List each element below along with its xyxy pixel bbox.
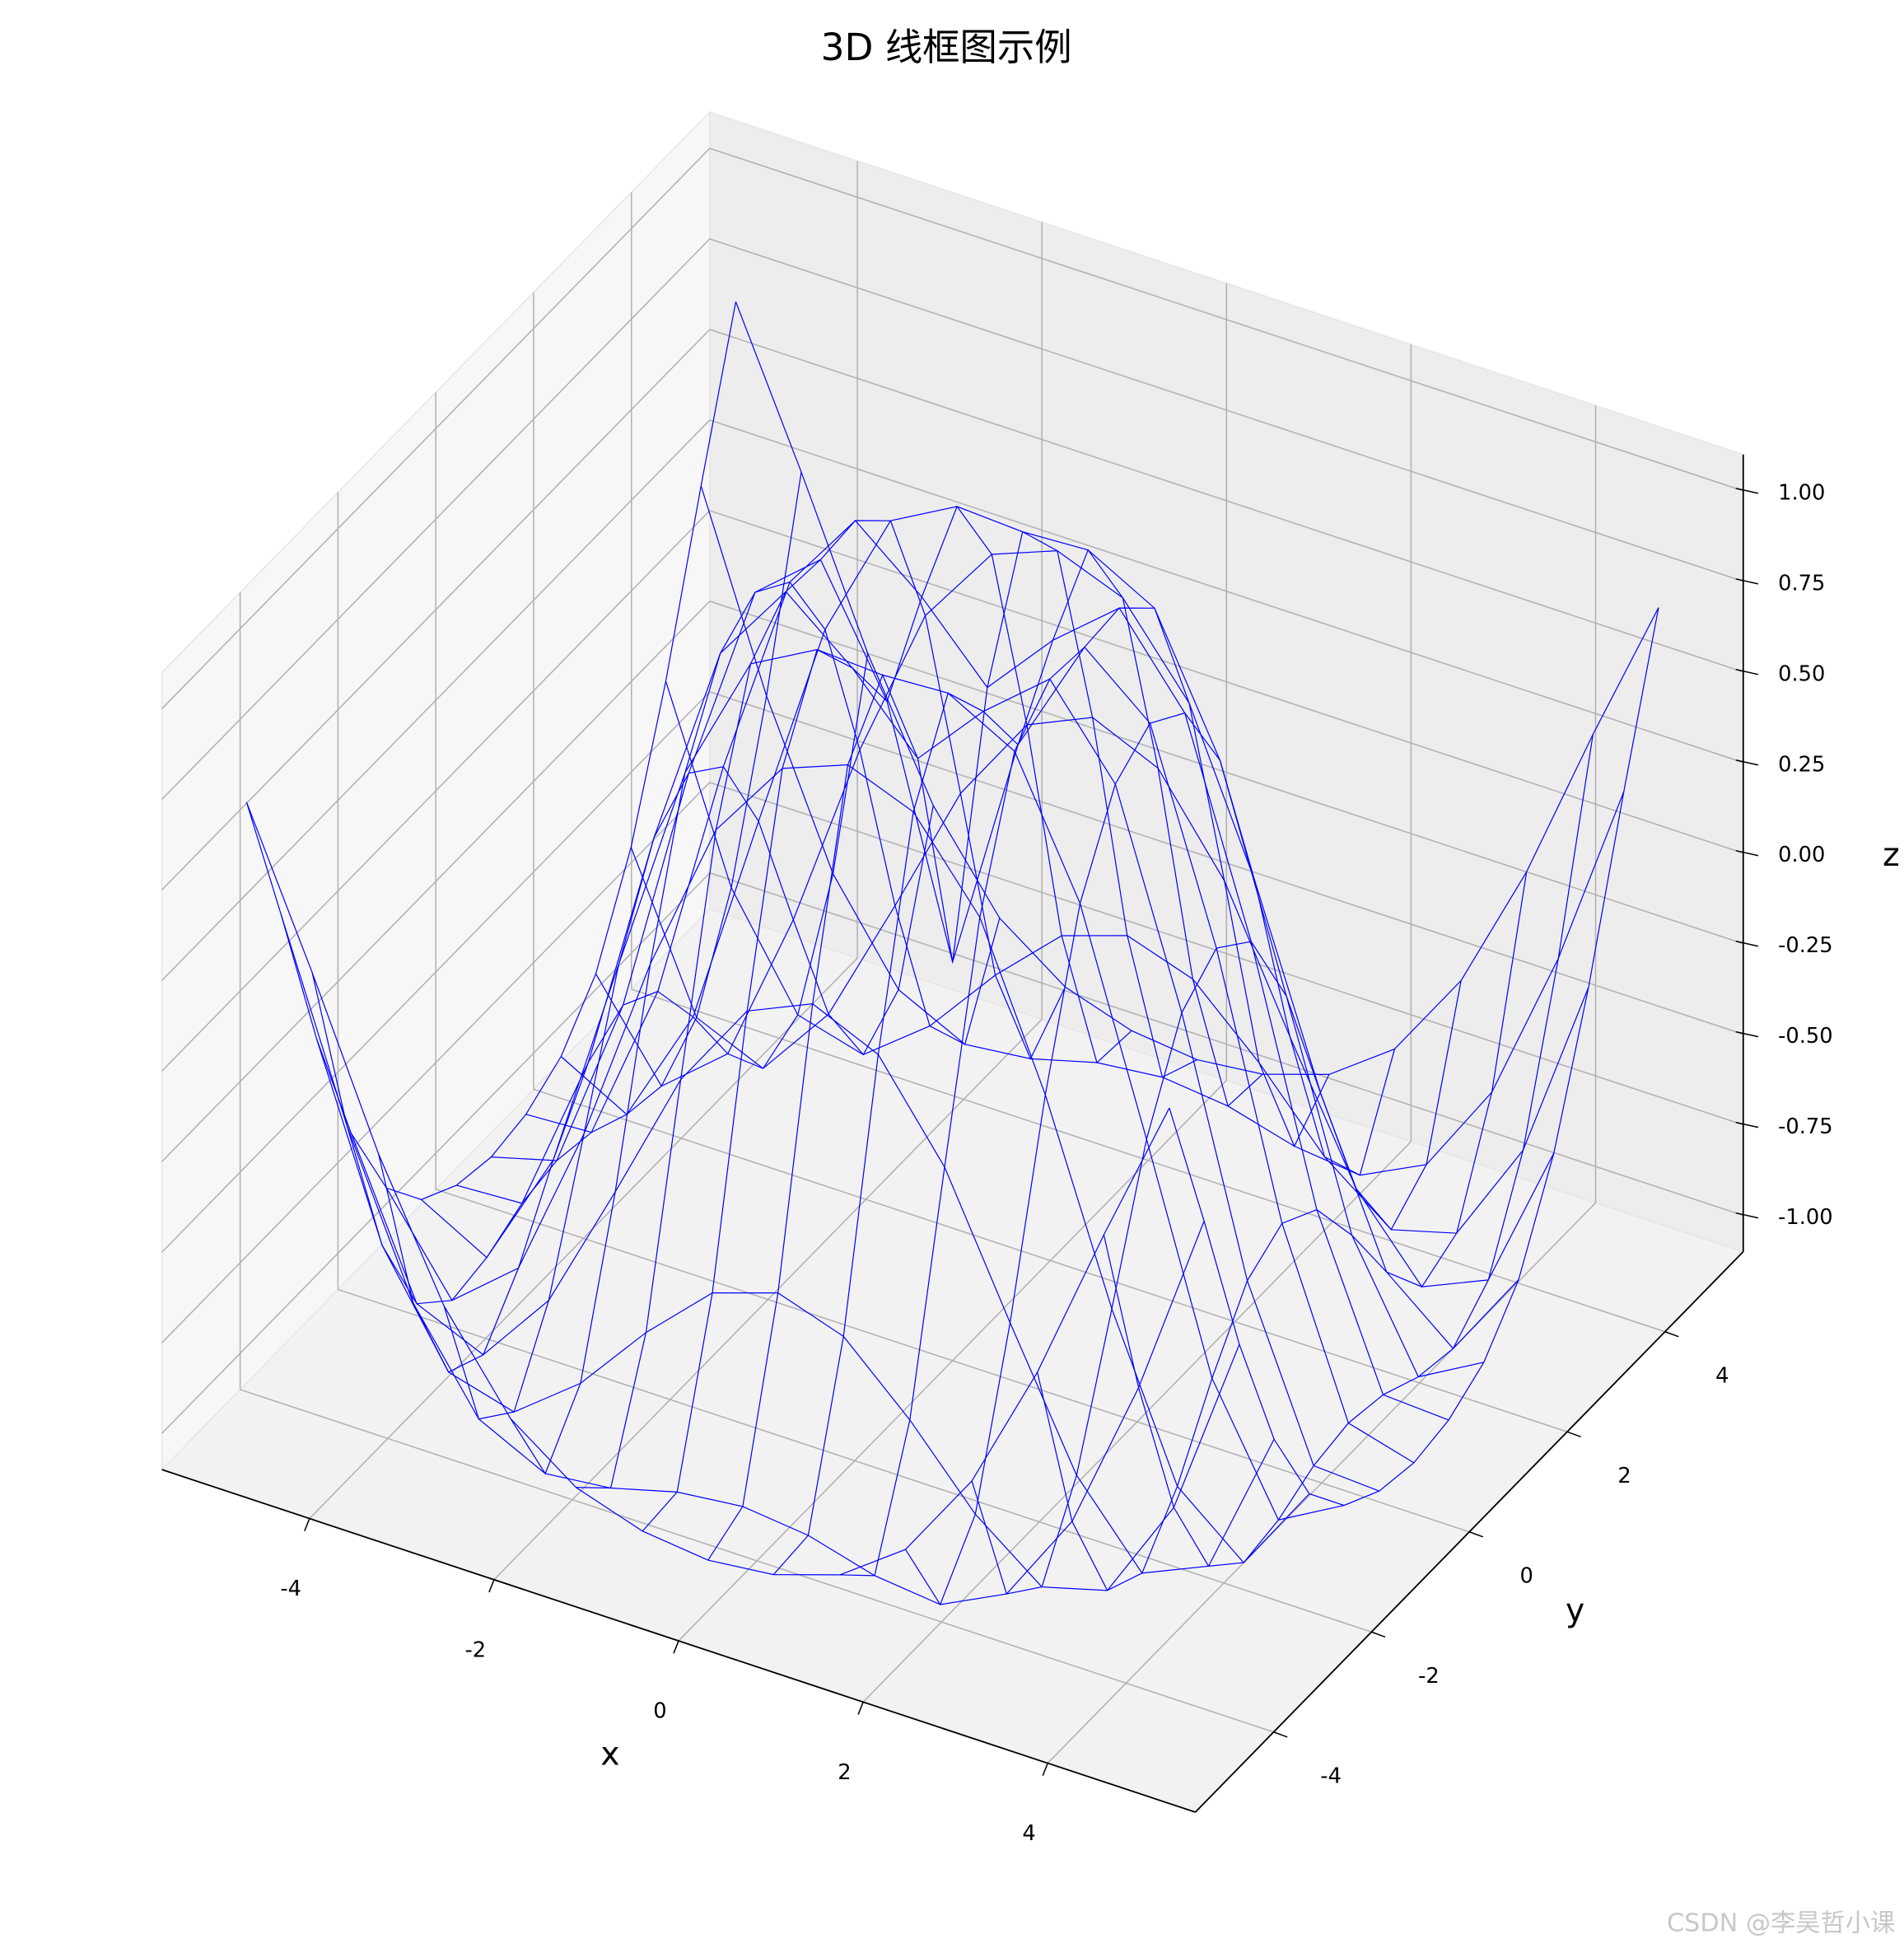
z-tick-label: -0.50	[1778, 1024, 1832, 1049]
watermark: CSDN @李昊哲小课	[1667, 1909, 1895, 1938]
grid-line	[709, 872, 1744, 1217]
wire-column	[311, 471, 802, 1305]
grid-line	[161, 329, 711, 890]
wire-column	[576, 520, 1066, 1489]
z-tick	[1735, 1212, 1759, 1219]
grid-line	[161, 510, 711, 1072]
grid-line	[161, 691, 711, 1253]
wire-column	[510, 582, 1001, 1475]
y-tick	[1371, 1631, 1386, 1638]
wire-column	[1037, 871, 1528, 1591]
z-tick	[1735, 1030, 1759, 1038]
x-tick	[673, 1640, 679, 1654]
y-tick-label: -4	[1320, 1764, 1342, 1789]
z-axis-label: z	[1883, 837, 1900, 874]
plot: 3D 线框图示例 -4 -2 0 2 4 -4 -2 0 2 4 -1.00 -0.75 -0.50 -0…	[161, 26, 1900, 1938]
wire-column	[1169, 607, 1659, 1507]
x-tick-label: 4	[1022, 1821, 1035, 1846]
z-tick	[1735, 1121, 1759, 1128]
z-tick-label: 0.25	[1778, 752, 1825, 777]
axis-line	[161, 1469, 1196, 1813]
wire-column	[839, 607, 1330, 1577]
x-tick-label: -4	[280, 1577, 301, 1601]
z-tick	[1735, 759, 1759, 766]
z-tick	[1735, 849, 1759, 857]
wire-column	[1103, 734, 1594, 1567]
x-tick	[857, 1702, 864, 1715]
y-tick	[1273, 1731, 1288, 1738]
y-tick-label: -2	[1418, 1664, 1440, 1689]
z-tick	[1735, 578, 1759, 585]
grid-line	[709, 329, 1744, 673]
wire-column	[971, 941, 1462, 1595]
x-tick-label: -2	[464, 1638, 486, 1662]
x-tick-label: 0	[653, 1699, 666, 1724]
x-tick	[304, 1518, 310, 1531]
z-tick-label: 0.50	[1778, 661, 1825, 686]
wire-column	[642, 505, 1132, 1532]
y-tick-label: 0	[1520, 1564, 1533, 1589]
grid-line	[161, 147, 711, 709]
z-tick-label: -1.00	[1778, 1205, 1832, 1230]
grid-line	[709, 691, 1744, 1035]
grid-line	[161, 419, 711, 981]
wire-column	[378, 653, 869, 1373]
grid-line	[709, 782, 1744, 1126]
y-tick-label: 2	[1617, 1464, 1631, 1488]
wire-column	[905, 712, 1396, 1606]
x-tick-label: 2	[838, 1760, 851, 1785]
grid-line	[161, 600, 711, 1162]
x-tick	[1042, 1763, 1048, 1776]
grid-line	[161, 782, 711, 1343]
grid-line	[161, 238, 711, 800]
grid-line	[709, 419, 1744, 764]
z-tick-label: 1.00	[1778, 480, 1825, 505]
z-tick-label: 0.75	[1778, 571, 1825, 596]
z-tick-label: -0.25	[1778, 933, 1832, 958]
wire-column	[707, 530, 1197, 1561]
chart-title: 3D 线框图示例	[821, 26, 1072, 69]
grid-line	[709, 510, 1744, 854]
x-axis-label: x	[600, 1736, 619, 1773]
y-tick	[1664, 1331, 1679, 1338]
axis-line	[1194, 1250, 1744, 1813]
x-tick	[488, 1579, 495, 1593]
grid-line	[240, 1389, 1274, 1733]
y-tick	[1566, 1431, 1581, 1438]
y-tick	[1468, 1531, 1484, 1538]
wire-column	[443, 766, 934, 1420]
grid-line	[709, 147, 1744, 492]
z-tick	[1735, 940, 1759, 947]
y-axis-label: y	[1566, 1593, 1584, 1630]
wire-column	[245, 301, 737, 1201]
z-tick-label: -0.75	[1778, 1114, 1832, 1139]
grid-line	[709, 600, 1744, 945]
z-tick	[1735, 488, 1759, 494]
z-tick-label: 0.00	[1778, 843, 1825, 867]
grid-line	[709, 238, 1744, 582]
z-tick	[1735, 669, 1759, 675]
grid-line	[631, 988, 1665, 1333]
grid-line	[533, 1088, 1568, 1432]
grid-line	[338, 1288, 1372, 1633]
y-tick-label: 4	[1715, 1364, 1729, 1389]
